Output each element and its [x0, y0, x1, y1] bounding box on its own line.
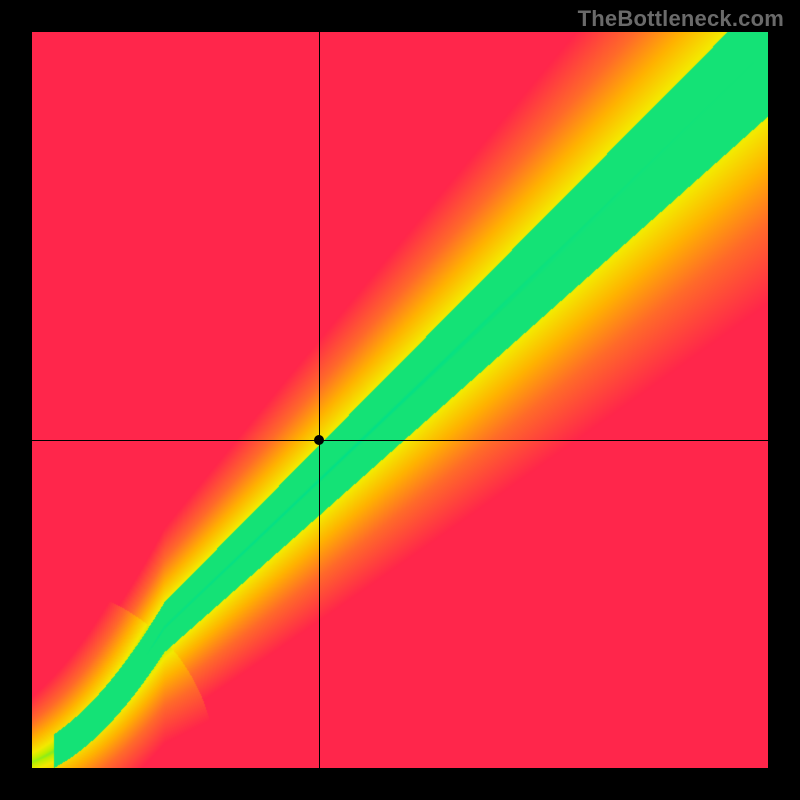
- crosshair-vertical: [319, 32, 320, 768]
- watermark-text: TheBottleneck.com: [578, 6, 784, 32]
- crosshair-horizontal: [32, 440, 768, 441]
- crosshair-marker: [314, 435, 324, 445]
- heatmap-canvas: [32, 32, 768, 768]
- plot-area: [32, 32, 768, 768]
- chart-outer-frame: TheBottleneck.com: [0, 0, 800, 800]
